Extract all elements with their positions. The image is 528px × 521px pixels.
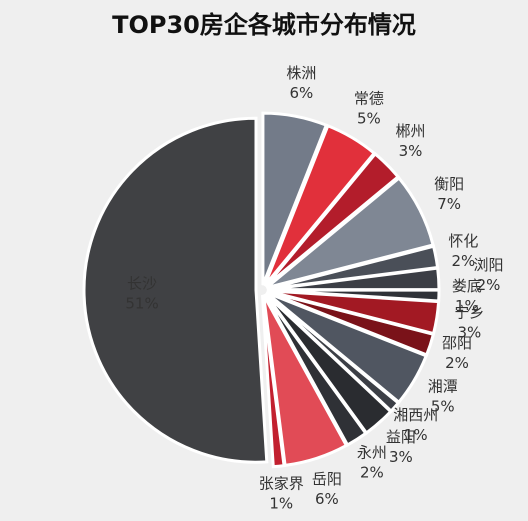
- slice-value-label: 5%: [357, 110, 381, 128]
- slice-label: 永州: [357, 444, 387, 462]
- pie-slice: [264, 151, 401, 288]
- slice-value-label: 3%: [389, 448, 413, 466]
- pie-slice: [260, 294, 286, 469]
- slice-label: 湘西州: [393, 406, 438, 424]
- slice-value-label: 51%: [125, 294, 158, 312]
- slice-label: 郴州: [395, 122, 425, 140]
- slice-label: 常德: [354, 90, 384, 108]
- slice-value-label: 1%: [404, 426, 428, 444]
- slice-label: 邵阳: [442, 334, 472, 352]
- pie-slice: [261, 111, 329, 286]
- slice-value-label: 7%: [437, 195, 461, 213]
- slice-label: 浏阳: [474, 256, 504, 274]
- slice-value-label: 5%: [431, 397, 455, 415]
- slice-value-label: 2%: [360, 464, 384, 482]
- slice-value-label: 2%: [451, 252, 475, 270]
- slice-label: 株洲: [286, 64, 316, 82]
- slice-label: 张家界: [259, 475, 304, 493]
- slice-label: 岳阳: [312, 470, 342, 488]
- slice-label: 娄底: [452, 277, 482, 295]
- slice-value-label: 3%: [399, 142, 423, 160]
- slice-label: 宁乡: [454, 303, 484, 321]
- slice-value-label: 1%: [455, 297, 479, 315]
- slice-value-label: 2%: [477, 276, 501, 294]
- chart-title: TOP30房企各城市分布情况: [112, 11, 416, 39]
- pie-slice: [82, 116, 269, 464]
- slice-label: 衡阳: [434, 175, 464, 193]
- slice-label: 益阳: [386, 428, 416, 446]
- slice-label: 怀化: [448, 232, 478, 250]
- slice-value-label: 3%: [458, 323, 482, 341]
- slice-value-label: 6%: [315, 490, 339, 508]
- slice-value-label: 1%: [269, 495, 293, 513]
- slice-value-label: 6%: [289, 84, 313, 102]
- slice-value-label: 2%: [445, 354, 469, 372]
- slice-label: 长沙: [127, 274, 157, 292]
- slice-label: 湘潭: [428, 377, 458, 395]
